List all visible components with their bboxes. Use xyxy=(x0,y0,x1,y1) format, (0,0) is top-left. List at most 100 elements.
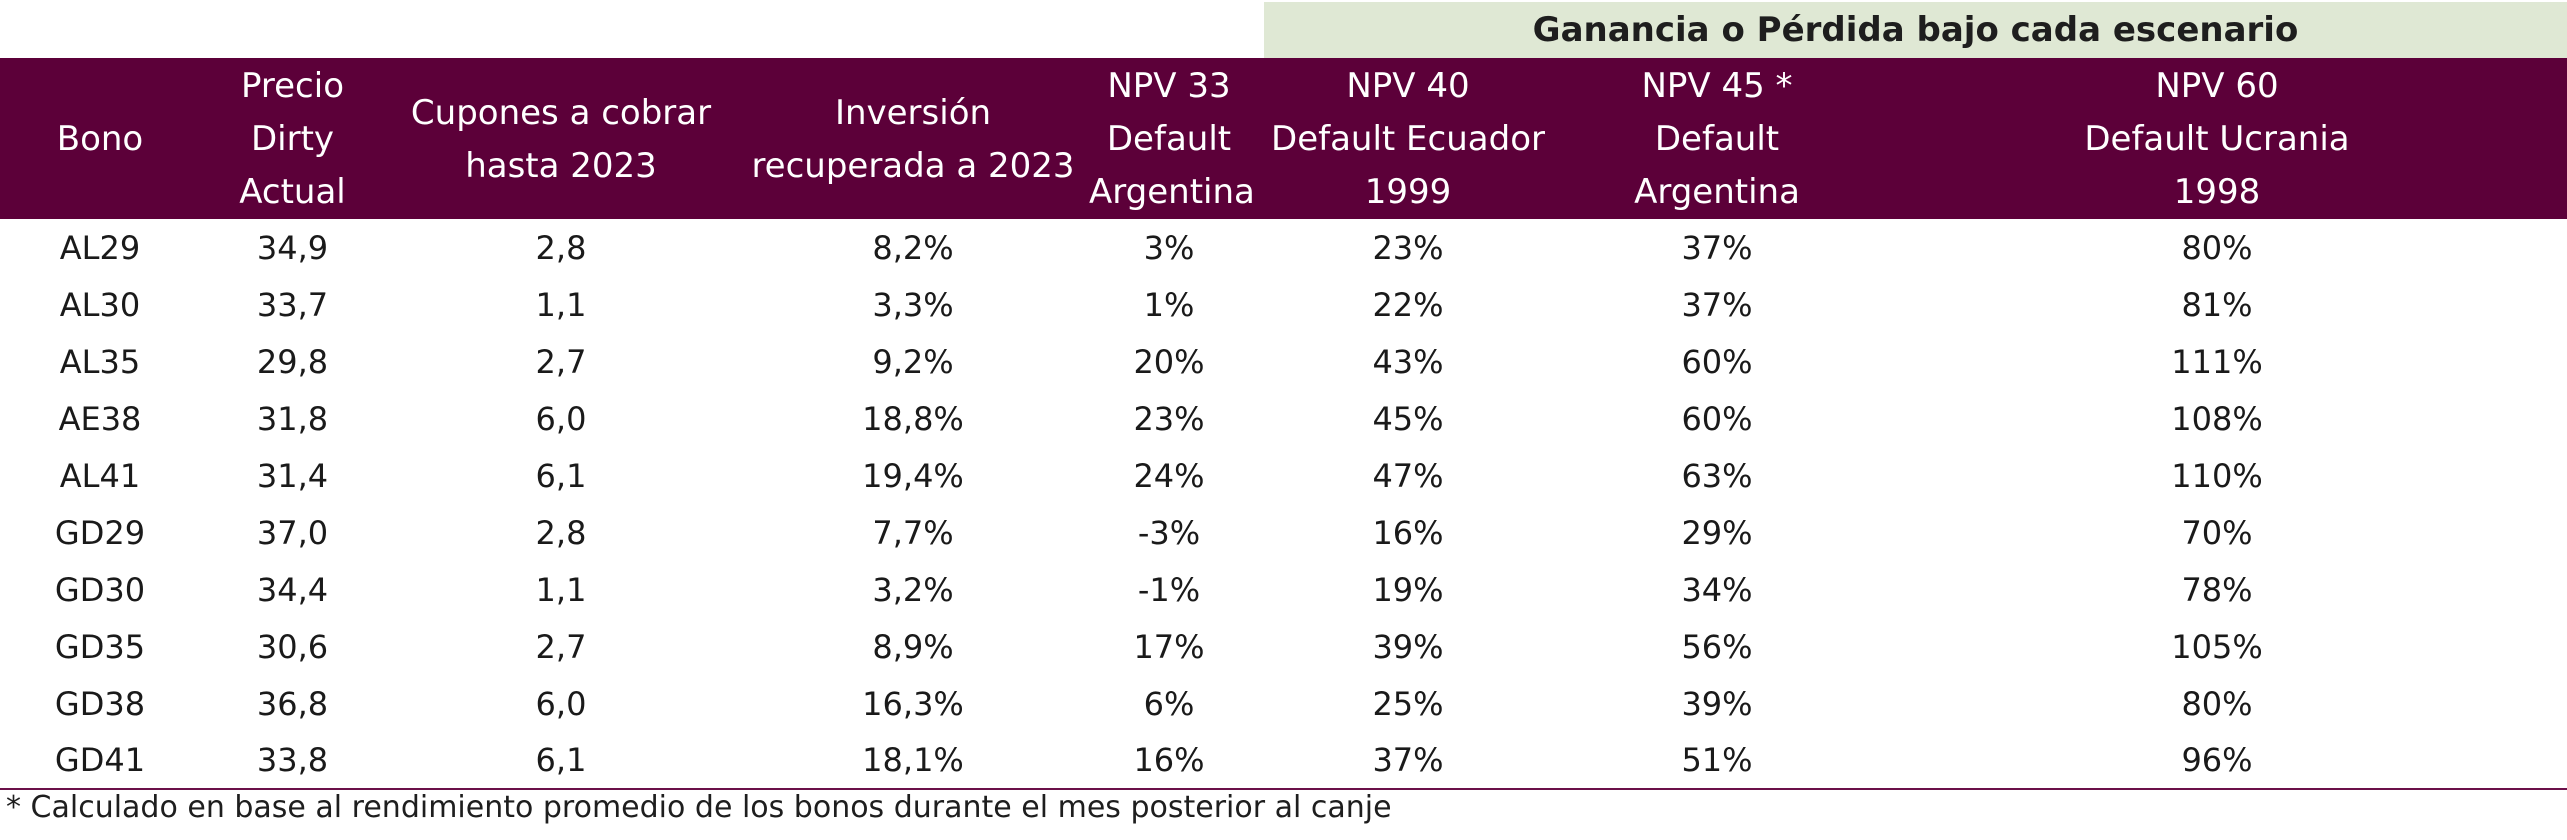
table-row: AL35 29,8 2,7 9,2% 20% 43% 60% 111% xyxy=(0,333,2567,390)
table-cell: 47% xyxy=(1372,456,1444,495)
table-cell: 24% xyxy=(1133,456,1205,495)
table-row: GD41 33,8 6,1 18,1% 16% 37% 51% 96% xyxy=(0,732,2567,790)
table-cell: 80% xyxy=(2181,684,2253,723)
column-header-line: NPV 60 xyxy=(2155,66,2279,106)
table-cell: AL30 xyxy=(59,285,141,324)
table-row: AL41 31,4 6,1 19,4% 24% 47% 63% 110% xyxy=(0,447,2567,504)
table-cell: GD38 xyxy=(54,684,146,723)
table-cell: 6,1 xyxy=(385,732,737,790)
table-cell: AL35 xyxy=(59,342,141,381)
table-cell: 17% xyxy=(1133,627,1205,666)
column-header: NPV 40 Default Ecuador 1999 xyxy=(1249,58,1567,219)
column-header: Precio Dirty Actual xyxy=(200,58,385,219)
table-cell: 37% xyxy=(1681,228,1753,267)
table-cell: 105% xyxy=(2171,627,2263,666)
table-cell: GD29 xyxy=(54,513,146,552)
table-cell: 108% xyxy=(2171,399,2263,438)
column-header-line: NPV 40 xyxy=(1346,66,1470,106)
table-cell: 111% xyxy=(2171,342,2263,381)
column-header-line: 1999 xyxy=(1364,172,1452,212)
table-cell: 110% xyxy=(2171,456,2263,495)
table-cell: 19% xyxy=(1372,570,1444,609)
table-cell: 33,7 xyxy=(256,285,329,324)
table-cell: 9,2% xyxy=(872,342,954,381)
table-row: GD30 34,4 1,1 3,2% -1% 19% 34% 78% xyxy=(0,561,2567,618)
column-header-line: Argentina xyxy=(1089,172,1255,212)
table-cell: 33,8 xyxy=(200,732,385,790)
table-cell: 2,8 xyxy=(535,228,587,267)
column-header-line: 1998 xyxy=(2173,172,2261,212)
table-cell: 25% xyxy=(1372,684,1444,723)
table-cell: 36,8 xyxy=(256,684,329,723)
table-cell: 29% xyxy=(1681,513,1753,552)
table-row: GD38 36,8 6,0 16,3% 6% 25% 39% 80% xyxy=(0,675,2567,732)
table-cell: 34,9 xyxy=(256,228,329,267)
table-row: GD35 30,6 2,7 8,9% 17% 39% 56% 105% xyxy=(0,618,2567,675)
table-cell: 6,1 xyxy=(535,456,587,495)
column-header-line: Default xyxy=(1106,119,1232,159)
table-cell: AL29 xyxy=(59,228,141,267)
column-header-line: NPV 33 xyxy=(1107,66,1231,106)
table-cell: 51% xyxy=(1567,732,1867,790)
column-header: Inversión recuperada a 2023 xyxy=(737,58,1089,219)
column-header: NPV 45 * Default Argentina xyxy=(1567,58,1867,219)
table-cell: 37% xyxy=(1681,285,1753,324)
table-cell: 39% xyxy=(1372,627,1444,666)
column-header-line: Default Ucrania xyxy=(2084,119,2350,159)
table-cell: 81% xyxy=(2181,285,2253,324)
table-body: AL29 34,9 2,8 8,2% 3% 23% 37% 80% AL30 33,7 1,1 3,3… xyxy=(0,219,2567,790)
table-cell: 60% xyxy=(1681,399,1753,438)
table-cell: 3% xyxy=(1143,228,1195,267)
table-cell: 18,1% xyxy=(737,732,1089,790)
footnote: * Calculado en base al rendimiento prome… xyxy=(6,790,1392,825)
table-cell: 3,2% xyxy=(872,570,954,609)
table-row: AL30 33,7 1,1 3,3% 1% 22% 37% 81% xyxy=(0,276,2567,333)
table-cell: -1% xyxy=(1137,570,1201,609)
column-header-line: Precio Dirty Actual xyxy=(239,66,346,212)
table-cell: 18,8% xyxy=(862,399,964,438)
table-cell: AE38 xyxy=(58,399,142,438)
column-header-line: Default xyxy=(1654,119,1780,159)
table-cell: 22% xyxy=(1372,285,1444,324)
table-cell: 31,4 xyxy=(256,456,329,495)
column-header: Bono xyxy=(0,58,200,219)
table-cell: 34,4 xyxy=(256,570,329,609)
table-cell: 19,4% xyxy=(862,456,964,495)
table-cell: 23% xyxy=(1133,399,1205,438)
table-cell: 34% xyxy=(1681,570,1753,609)
table-cell: 20% xyxy=(1133,342,1205,381)
table-cell: 1% xyxy=(1143,285,1195,324)
table-cell: 80% xyxy=(2181,228,2253,267)
table-row: GD29 37,0 2,8 7,7% -3% 16% 29% 70% xyxy=(0,504,2567,561)
table-cell: 60% xyxy=(1681,342,1753,381)
table-cell: 16% xyxy=(1372,513,1444,552)
column-header-line: Cupones a cobrar xyxy=(410,92,712,133)
table-cell: 45% xyxy=(1372,399,1444,438)
table-cell: 16,3% xyxy=(862,684,964,723)
table-cell: AL41 xyxy=(59,456,141,495)
table-cell: 3,3% xyxy=(872,285,954,324)
table-row: AL29 34,9 2,8 8,2% 3% 23% 37% 80% xyxy=(0,219,2567,276)
table-cell: 29,8 xyxy=(256,342,329,381)
column-header: Cupones a cobrar hasta 2023 xyxy=(385,58,737,219)
column-header: NPV 60 Default Ucrania 1998 xyxy=(1867,58,2567,219)
table-cell: 56% xyxy=(1681,627,1753,666)
column-header-line: Bono xyxy=(56,119,144,159)
column-header-line: Argentina xyxy=(1634,172,1800,212)
table-cell: 78% xyxy=(2181,570,2253,609)
table-cell: 96% xyxy=(1867,732,2567,790)
table-cell: 63% xyxy=(1681,456,1753,495)
table-cell: 1,1 xyxy=(535,570,587,609)
column-header-line: hasta 2023 xyxy=(465,145,657,186)
table-cell: GD41 xyxy=(0,732,200,790)
table-cell: 8,2% xyxy=(872,228,954,267)
column-header: NPV 33 Default Argentina xyxy=(1089,58,1255,219)
table-row: AE38 31,8 6,0 18,8% 23% 45% 60% 108% xyxy=(0,390,2567,447)
table-cell: 6% xyxy=(1143,684,1195,723)
scenario-header: Ganancia o Pérdida bajo cada escenario xyxy=(1264,2,2567,58)
table-cell: 6,0 xyxy=(535,684,587,723)
table-cell: GD35 xyxy=(54,627,146,666)
table-cell: -3% xyxy=(1137,513,1201,552)
table-cell: 2,7 xyxy=(535,342,587,381)
table-cell: 30,6 xyxy=(256,627,329,666)
